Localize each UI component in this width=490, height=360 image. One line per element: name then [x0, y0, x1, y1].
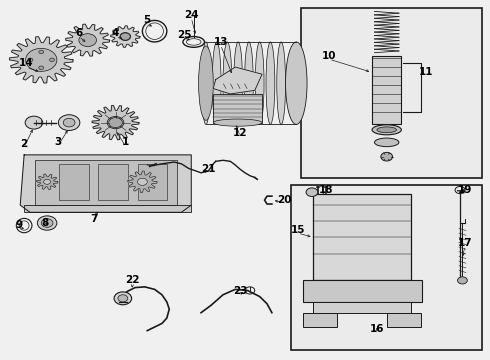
Bar	[314, 302, 411, 313]
Text: 24: 24	[184, 10, 198, 20]
Ellipse shape	[198, 46, 213, 120]
Bar	[387, 313, 421, 327]
Polygon shape	[213, 67, 262, 94]
Text: 18: 18	[318, 185, 333, 195]
Text: 12: 12	[233, 129, 247, 138]
Text: 4: 4	[112, 28, 119, 38]
Ellipse shape	[234, 42, 243, 125]
Bar	[314, 194, 411, 280]
Circle shape	[49, 58, 54, 62]
Bar	[98, 164, 128, 200]
Circle shape	[107, 117, 124, 129]
Circle shape	[25, 116, 43, 129]
Text: 20: 20	[277, 195, 292, 205]
Text: 7: 7	[90, 215, 97, 224]
Circle shape	[114, 292, 132, 305]
Ellipse shape	[286, 42, 307, 125]
Text: 16: 16	[369, 324, 384, 334]
Text: 21: 21	[201, 164, 216, 174]
Polygon shape	[111, 26, 140, 47]
Ellipse shape	[212, 42, 221, 125]
Circle shape	[121, 33, 130, 40]
Text: 15: 15	[291, 225, 305, 235]
Ellipse shape	[245, 42, 253, 125]
Ellipse shape	[201, 42, 210, 125]
Ellipse shape	[277, 42, 286, 125]
Text: 3: 3	[55, 138, 62, 147]
Text: 22: 22	[125, 275, 140, 285]
Circle shape	[138, 178, 147, 185]
Ellipse shape	[377, 127, 396, 133]
Ellipse shape	[372, 125, 401, 135]
Polygon shape	[128, 171, 157, 193]
Text: 17: 17	[458, 238, 472, 248]
Text: 14: 14	[19, 58, 33, 68]
Ellipse shape	[79, 34, 97, 46]
Circle shape	[458, 277, 467, 284]
Text: 23: 23	[233, 286, 247, 296]
Ellipse shape	[266, 42, 275, 125]
Circle shape	[381, 152, 392, 161]
Ellipse shape	[58, 115, 80, 131]
Circle shape	[39, 66, 44, 69]
Ellipse shape	[374, 138, 399, 147]
Circle shape	[29, 51, 53, 68]
Circle shape	[80, 35, 96, 46]
Polygon shape	[20, 155, 191, 212]
Text: 10: 10	[322, 51, 336, 61]
Polygon shape	[92, 105, 139, 140]
Text: 1: 1	[122, 138, 129, 147]
Bar	[35, 160, 176, 205]
Text: 19: 19	[458, 185, 472, 195]
Text: 6: 6	[75, 28, 82, 38]
Text: 11: 11	[418, 67, 433, 77]
Bar	[59, 164, 89, 200]
Bar	[138, 164, 167, 200]
Text: 2: 2	[21, 139, 28, 149]
Bar	[292, 185, 482, 350]
Ellipse shape	[63, 118, 75, 127]
Circle shape	[44, 179, 50, 184]
Circle shape	[28, 58, 33, 62]
Bar	[213, 94, 262, 123]
Circle shape	[118, 295, 128, 302]
Bar	[372, 56, 401, 125]
Ellipse shape	[255, 42, 264, 125]
Polygon shape	[66, 24, 110, 56]
Ellipse shape	[41, 219, 53, 227]
Circle shape	[39, 50, 44, 54]
Text: 8: 8	[41, 218, 49, 228]
Polygon shape	[9, 37, 73, 83]
Text: 13: 13	[213, 37, 228, 47]
Text: 5: 5	[144, 15, 151, 26]
Ellipse shape	[213, 119, 262, 126]
Circle shape	[120, 33, 131, 41]
Ellipse shape	[37, 216, 57, 230]
Polygon shape	[36, 174, 58, 190]
Circle shape	[109, 118, 122, 128]
Bar	[303, 280, 422, 302]
Ellipse shape	[25, 48, 57, 71]
Bar	[24, 205, 191, 212]
Bar	[301, 8, 482, 178]
Text: 25: 25	[177, 30, 191, 40]
Text: 9: 9	[16, 220, 23, 230]
Ellipse shape	[223, 42, 232, 125]
Circle shape	[306, 188, 318, 197]
Bar	[303, 313, 337, 327]
